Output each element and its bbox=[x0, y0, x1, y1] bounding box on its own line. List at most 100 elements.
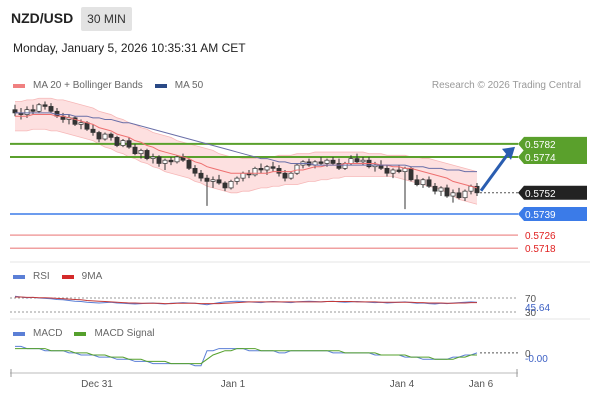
candle-up bbox=[228, 181, 234, 189]
credit-text: Research © 2026 Trading Central bbox=[431, 80, 581, 91]
candle-up bbox=[324, 159, 330, 164]
candle-up bbox=[240, 172, 246, 179]
x-tick-jan4: Jan 4 bbox=[390, 379, 415, 390]
bollinger-upper-line bbox=[15, 97, 478, 172]
legend-item-rsi: RSI bbox=[13, 271, 50, 282]
legend-label-ma20: MA 20 + Bollinger Bands bbox=[33, 80, 143, 91]
level-label-box-0.5739 bbox=[518, 206, 587, 221]
macd-pane: 0 -0.00 bbox=[15, 345, 548, 367]
candle-down bbox=[30, 109, 36, 112]
candle-up bbox=[294, 164, 300, 174]
x-tick-jan6: Jan 6 bbox=[469, 379, 494, 390]
candle-down bbox=[198, 172, 204, 179]
candle-up bbox=[24, 109, 30, 115]
price-labels-layer: 0.5782 0.5774 0.5752 0.5739 0.5726 0.5718 bbox=[518, 136, 587, 255]
macd-signal-line bbox=[15, 348, 477, 365]
level-label-box-0.5752 bbox=[518, 185, 587, 200]
candle-up bbox=[288, 172, 294, 179]
candle-down bbox=[414, 179, 420, 185]
legend-item-ma50: MA 50 bbox=[154, 80, 204, 91]
moving-average-layer bbox=[15, 112, 515, 192]
legend-item-macd-signal: MACD Signal bbox=[74, 328, 154, 339]
bullish-arrow-head bbox=[502, 146, 515, 160]
candle-up bbox=[138, 150, 144, 155]
candle-down bbox=[330, 159, 336, 164]
candle-up bbox=[120, 140, 126, 146]
levels-layer bbox=[10, 142, 518, 249]
legend-label-macd-signal: MACD Signal bbox=[94, 328, 155, 339]
main-legend: MA 20 + Bollinger Bands MA 50 bbox=[13, 80, 215, 91]
candle-up bbox=[162, 159, 168, 164]
candle-down bbox=[144, 150, 150, 159]
candle-up bbox=[348, 158, 354, 164]
bullish-arrow-shaft bbox=[479, 153, 510, 192]
legend-item-macd: MACD bbox=[13, 328, 62, 339]
candle-up bbox=[174, 156, 180, 163]
candle-down bbox=[474, 185, 480, 194]
candle-down bbox=[258, 168, 264, 171]
candle-up bbox=[102, 133, 108, 140]
bollinger-lower-line bbox=[15, 128, 478, 205]
candle-down bbox=[108, 133, 114, 138]
level-label-box-0.5782 bbox=[518, 136, 587, 151]
candle-down bbox=[282, 172, 288, 179]
candle-down bbox=[318, 161, 324, 164]
candle-up bbox=[390, 169, 396, 174]
candle-down bbox=[90, 128, 96, 133]
candle-down bbox=[276, 168, 282, 174]
level-label-0.5726: 0.5726 bbox=[525, 231, 556, 242]
legend-swatch-ma20 bbox=[13, 83, 25, 88]
candle-up bbox=[360, 159, 366, 163]
candle-down bbox=[132, 146, 138, 155]
candle-up bbox=[252, 168, 258, 176]
candle-down bbox=[84, 122, 90, 130]
timeframe-button[interactable]: 30 MIN bbox=[81, 7, 132, 31]
candle-down bbox=[384, 168, 390, 174]
bollinger-band-fill bbox=[15, 98, 477, 205]
legend-item-9ma: 9MA bbox=[61, 271, 103, 282]
candle-down bbox=[408, 168, 414, 181]
legend-swatch-ma50 bbox=[154, 83, 167, 88]
symbol-title: NZD/USD bbox=[11, 10, 74, 26]
candle-up bbox=[150, 156, 156, 159]
candle-down bbox=[168, 159, 174, 163]
x-tick-jan1: Jan 1 bbox=[221, 379, 246, 390]
datetime-label: Monday, January 5, 2026 10:35:31 AM CET bbox=[13, 41, 246, 55]
bollinger-layer bbox=[15, 97, 478, 205]
level-label-box-0.5774 bbox=[518, 149, 587, 164]
macd-value: -0.00 bbox=[525, 354, 548, 365]
candle-down bbox=[444, 187, 450, 197]
rsi-legend: RSI 9MA bbox=[13, 271, 114, 282]
candle-up bbox=[210, 179, 216, 182]
candle-down bbox=[216, 179, 222, 184]
candle-down bbox=[186, 159, 192, 169]
candle-down bbox=[432, 185, 438, 192]
candle-down bbox=[72, 117, 78, 125]
x-tick-dec31: Dec 31 bbox=[81, 379, 113, 390]
macd-zero-label: 0 bbox=[525, 349, 531, 360]
legend-label-ma50: MA 50 bbox=[174, 80, 204, 91]
candle-up bbox=[36, 104, 42, 112]
legend-swatch-9ma bbox=[61, 274, 74, 279]
candle-down bbox=[204, 177, 210, 182]
candle-down bbox=[270, 166, 276, 169]
legend-swatch-rsi bbox=[13, 274, 25, 279]
legend-item-ma20-bb: MA 20 + Bollinger Bands bbox=[13, 80, 143, 91]
ma50-line bbox=[15, 112, 477, 173]
candle-down bbox=[336, 163, 342, 169]
candle-up bbox=[438, 187, 444, 192]
candle-up bbox=[450, 192, 456, 197]
x-axis: Dec 31 Jan 1 Jan 4 Jan 6 bbox=[10, 369, 518, 390]
rsi-pane: 70 30 45.64 bbox=[10, 294, 550, 319]
candle-down bbox=[96, 132, 102, 140]
ma20-line bbox=[15, 114, 478, 189]
legend-swatch-macd bbox=[13, 331, 25, 336]
candle-down bbox=[156, 156, 162, 164]
legend-label-rsi: RSI bbox=[33, 271, 50, 282]
legend-swatch-macd-signal bbox=[74, 331, 87, 336]
level-label-0.5752: 0.5752 bbox=[525, 189, 556, 200]
candle-down bbox=[426, 179, 432, 187]
legend-label-9ma: 9MA bbox=[81, 271, 103, 282]
candle-down bbox=[114, 137, 120, 146]
